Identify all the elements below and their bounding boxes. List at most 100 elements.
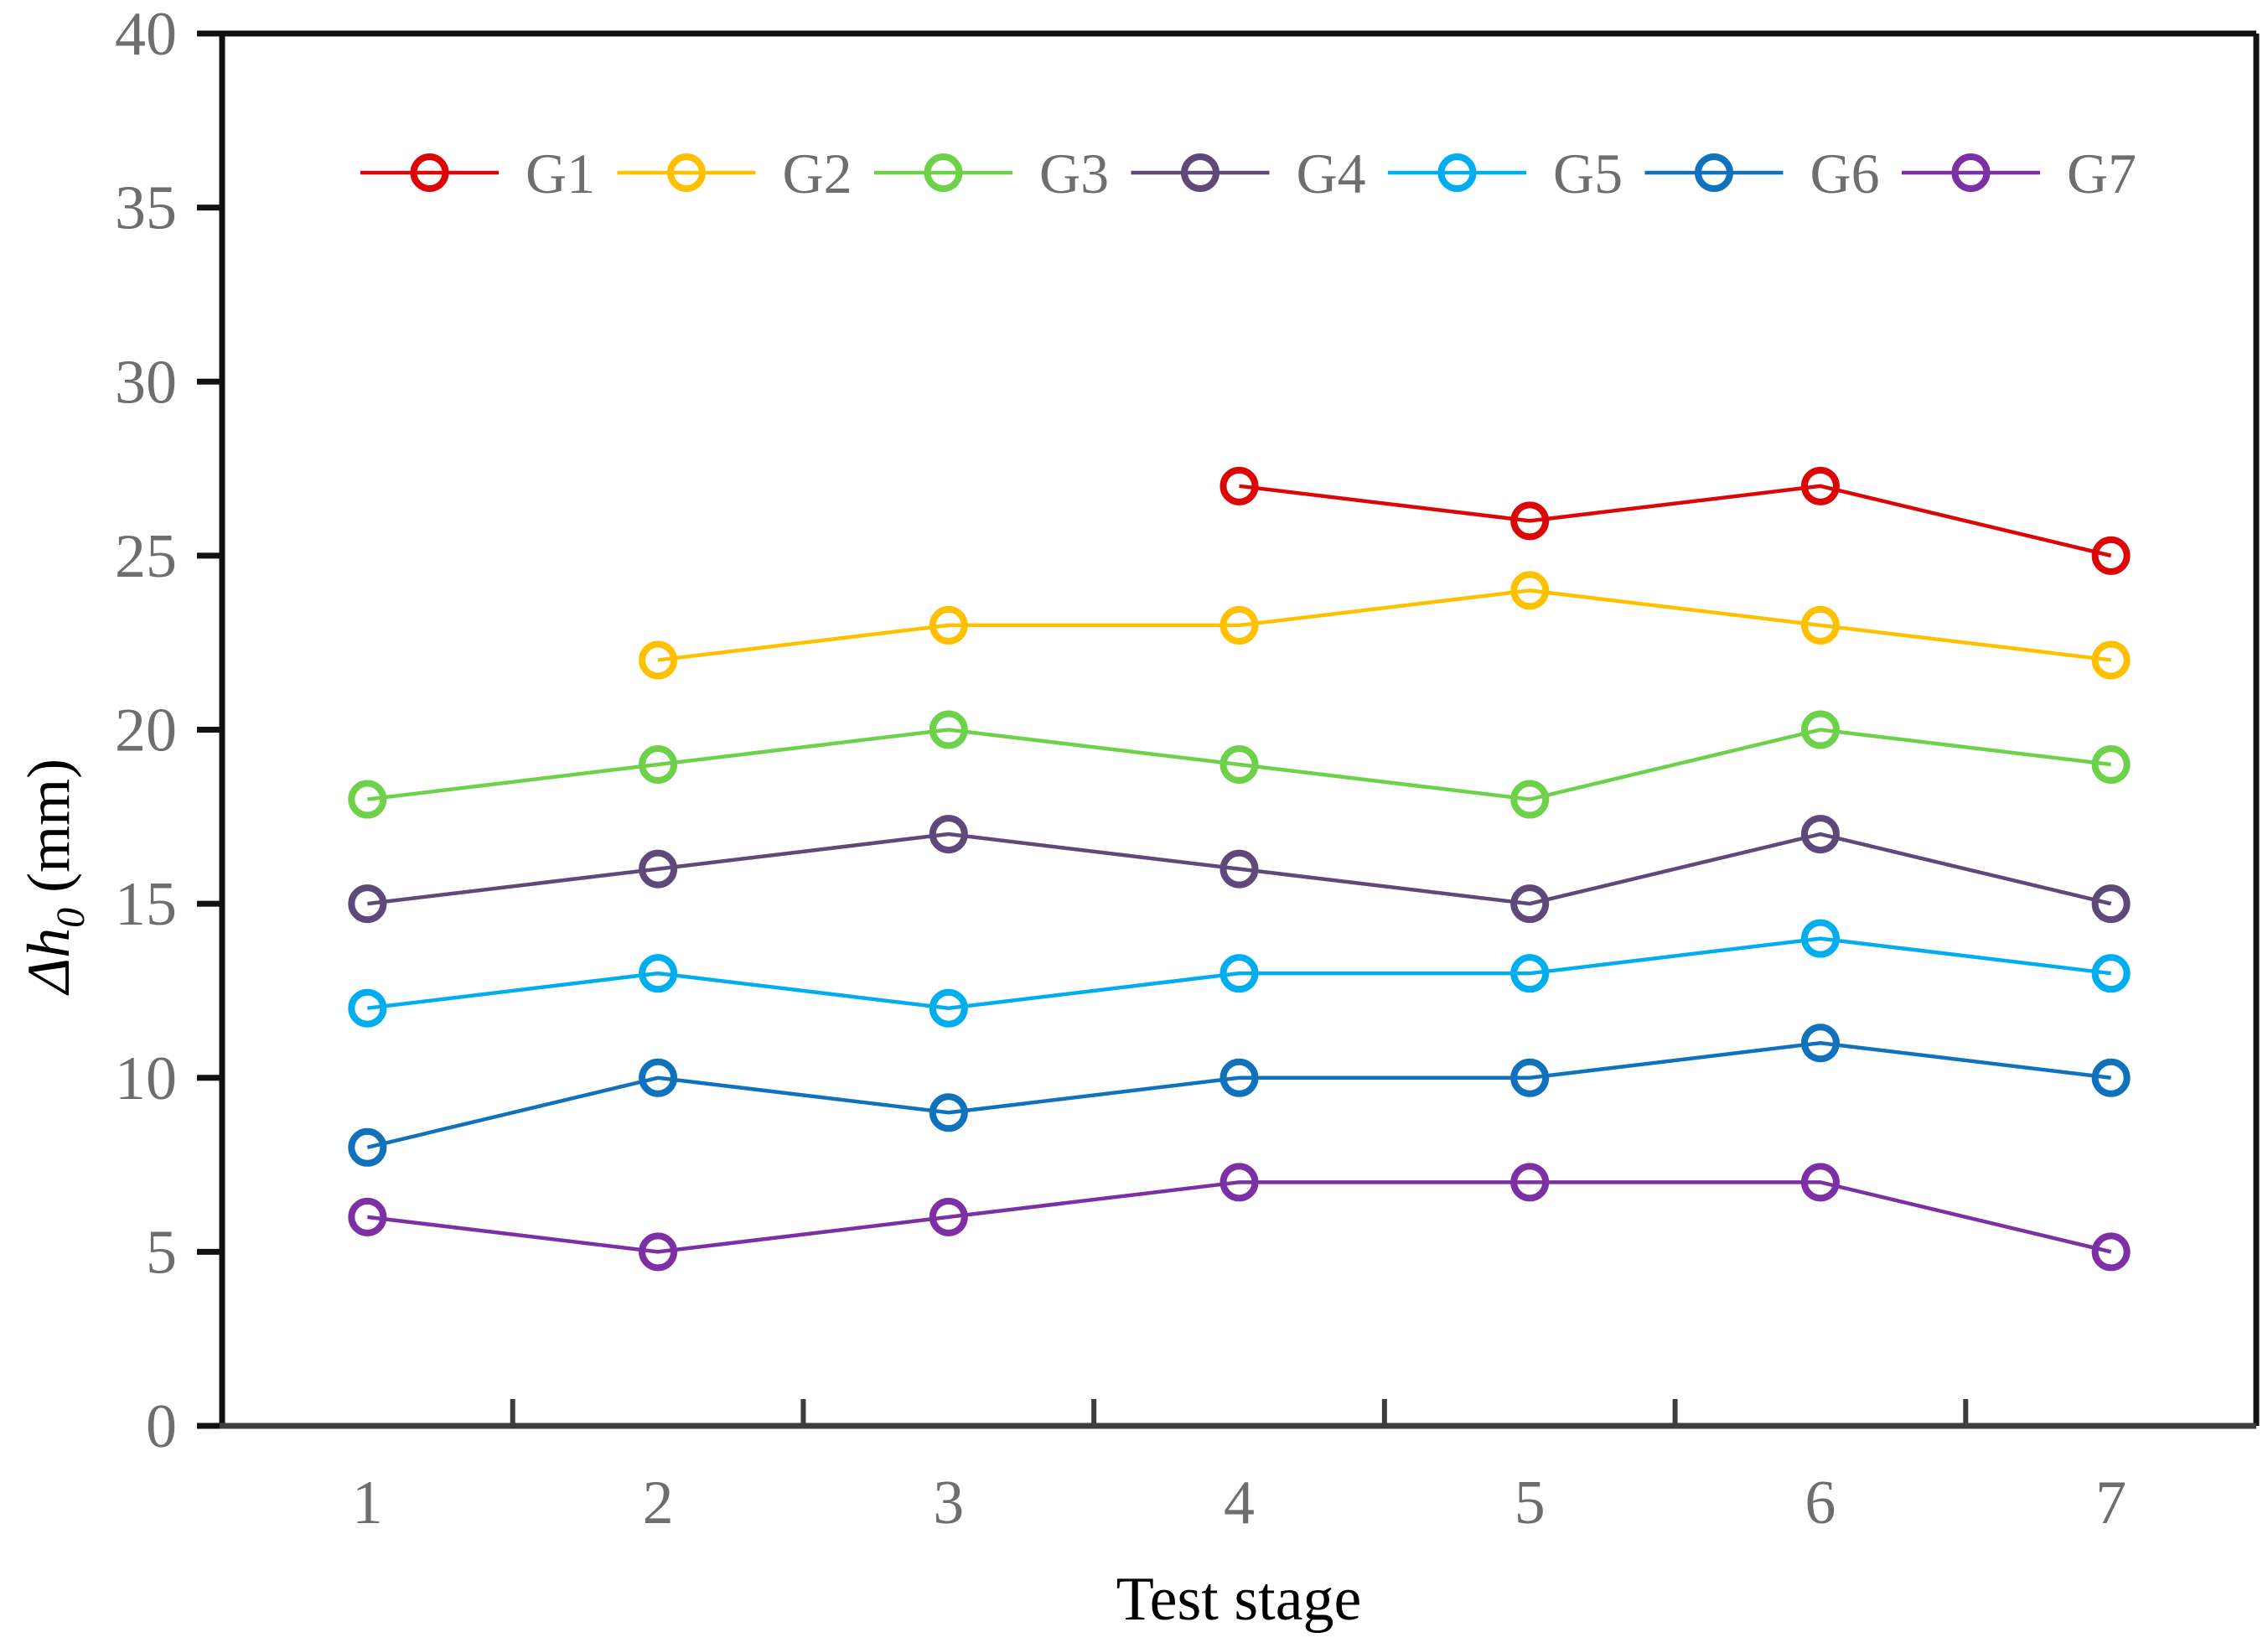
series-line-G6 — [366, 1040, 2111, 1149]
data-point-G1-stage-6 — [1800, 466, 1840, 505]
y-tick-label: 25 — [115, 522, 177, 591]
y-tick-label: 10 — [115, 1044, 177, 1113]
data-point-G3-stage-4 — [1219, 745, 1259, 785]
x-tick-label: 2 — [643, 1469, 674, 1537]
legend-marker-G6 — [1695, 153, 1733, 192]
data-point-G2-stage-6 — [1800, 605, 1840, 645]
data-point-G4-stage-7 — [2091, 884, 2131, 924]
data-point-G3-stage-7 — [2091, 745, 2131, 785]
y-axis: 0 5 10 15 20 25 30 35 40 — [115, 0, 222, 1461]
series-G7 — [348, 1163, 2131, 1272]
series-line-G1 — [1239, 484, 2112, 558]
series-G5 — [348, 919, 2131, 1028]
data-point-G6-stage-2 — [639, 1058, 678, 1097]
x-tick-label: 6 — [1805, 1469, 1836, 1537]
legend-label-G1: G1 — [526, 142, 595, 205]
y-tick-label: 30 — [115, 348, 177, 417]
legend-marker-G4 — [1181, 153, 1219, 192]
data-point-G5-stage-2 — [639, 954, 678, 993]
legend-marker-G5 — [1437, 153, 1477, 192]
data-point-G5-stage-5 — [1510, 954, 1550, 993]
legend-item-G7: G7 — [1902, 142, 2136, 205]
legend-marker-G3 — [924, 153, 963, 192]
data-point-G4-stage-1 — [348, 884, 387, 924]
data-point-G3-stage-5 — [1510, 780, 1550, 819]
legend-marker-G7 — [1951, 153, 1991, 192]
data-point-G4-stage-5 — [1510, 884, 1550, 924]
data-point-G2-stage-7 — [2091, 640, 2131, 680]
y-tick-label: 5 — [146, 1218, 177, 1287]
y-tick-label: 20 — [115, 697, 177, 765]
legend-item-G2: G2 — [617, 142, 852, 205]
data-point-G4-stage-2 — [639, 849, 678, 889]
data-point-G7-stage-4 — [1219, 1163, 1259, 1202]
legend-label-G4: G4 — [1297, 142, 1366, 205]
x-axis-title: Test stage — [1116, 1565, 1362, 1634]
legend: G1 G2 G3 G4 G5 G6 G7 — [360, 142, 2136, 205]
series-G6 — [348, 1024, 2131, 1167]
series-line-G3 — [367, 728, 2111, 801]
legend-marker-G2 — [667, 153, 706, 192]
series-line-G5 — [367, 936, 2111, 1010]
data-point-G2-stage-3 — [929, 605, 968, 645]
legend-item-G4: G4 — [1131, 142, 1366, 205]
data-point-G3-stage-1 — [348, 780, 387, 819]
series-G1 — [1219, 466, 2131, 575]
plot-root: 0 5 10 15 20 25 30 35 40 1 2 3 4 5 6 7 G1 G2 G3 G4 G5 G6 G7 — [115, 0, 2260, 1537]
data-point-G5-stage-3 — [929, 988, 968, 1028]
legend-label-G6: G6 — [1810, 142, 1880, 205]
data-point-G6-stage-5 — [1510, 1058, 1550, 1097]
plot-frame — [219, 30, 2260, 1429]
data-point-G6-stage-6 — [1800, 1024, 1840, 1063]
data-point-G7-stage-2 — [639, 1232, 678, 1272]
data-point-G2-stage-2 — [639, 640, 678, 680]
x-tick-label: 4 — [1224, 1469, 1255, 1537]
y-axis-title-unit: (mm) — [15, 759, 82, 908]
y-tick-label: 40 — [115, 0, 177, 69]
series-G2 — [639, 571, 2131, 680]
y-axis-title: Δh0 (mm) — [15, 759, 93, 996]
x-axis: 1 2 3 4 5 6 7 — [352, 1399, 2126, 1537]
data-point-G7-stage-3 — [929, 1197, 968, 1236]
data-point-G7-stage-1 — [348, 1197, 387, 1236]
data-point-G6-stage-7 — [2091, 1058, 2131, 1097]
data-point-G6-stage-4 — [1219, 1058, 1259, 1097]
data-point-G3-stage-2 — [639, 745, 678, 785]
legend-marker-G1 — [410, 153, 449, 192]
legend-item-G5: G5 — [1388, 142, 1623, 205]
data-point-G1-stage-7 — [2091, 536, 2131, 575]
data-point-G4-stage-6 — [1800, 815, 1840, 854]
x-tick-label: 3 — [933, 1469, 964, 1537]
data-point-G6-stage-1 — [348, 1127, 387, 1167]
data-point-G7-stage-5 — [1510, 1163, 1550, 1202]
legend-label-G3: G3 — [1039, 142, 1109, 205]
data-point-G7-stage-7 — [2091, 1232, 2131, 1272]
data-point-G4-stage-3 — [929, 815, 968, 854]
series-line-G4 — [367, 832, 2112, 906]
data-point-G1-stage-5 — [1510, 501, 1550, 541]
legend-label-G2: G2 — [783, 142, 852, 205]
y-tick-label: 0 — [146, 1392, 177, 1461]
y-tick-label: 35 — [115, 174, 177, 243]
x-tick-label: 1 — [352, 1469, 383, 1537]
series-G3 — [348, 710, 2131, 819]
data-point-G5-stage-1 — [348, 988, 387, 1028]
data-point-G6-stage-3 — [929, 1093, 968, 1132]
legend-label-G7: G7 — [2067, 142, 2136, 205]
series-line-G7 — [367, 1180, 2112, 1254]
data-point-G5-stage-6 — [1800, 919, 1840, 958]
legend-label-G5: G5 — [1553, 142, 1623, 205]
data-point-G2-stage-4 — [1219, 605, 1259, 645]
y-axis-title-sub: 0 — [49, 908, 93, 928]
data-point-G5-stage-4 — [1219, 954, 1259, 993]
x-tick-label: 5 — [1515, 1469, 1546, 1537]
x-tick-label: 7 — [2095, 1469, 2126, 1537]
data-point-G2-stage-5 — [1510, 571, 1550, 610]
y-tick-label: 15 — [115, 870, 177, 939]
data-point-G4-stage-4 — [1219, 849, 1259, 889]
y-axis-title-main: Δh — [15, 928, 82, 996]
data-point-G3-stage-3 — [929, 710, 968, 749]
data-point-G5-stage-7 — [2091, 954, 2131, 993]
